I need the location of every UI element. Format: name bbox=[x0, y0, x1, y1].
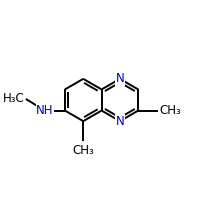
Text: N: N bbox=[116, 72, 124, 85]
Text: N: N bbox=[116, 115, 124, 128]
Text: CH₃: CH₃ bbox=[159, 104, 181, 117]
Text: H₃C: H₃C bbox=[3, 92, 25, 105]
Text: CH₃: CH₃ bbox=[72, 144, 94, 157]
Text: NH: NH bbox=[36, 104, 54, 117]
